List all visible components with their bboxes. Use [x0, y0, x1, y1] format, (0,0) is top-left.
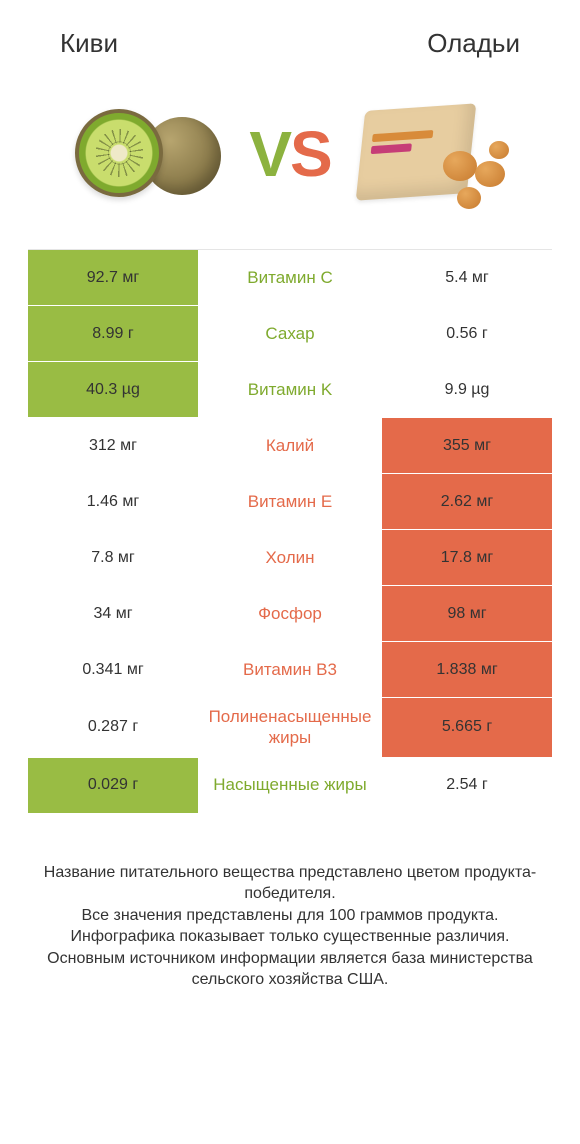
right-value: 0.56 г [382, 306, 552, 361]
nutrient-label: Полиненасыщенные жиры [198, 698, 382, 757]
nutrient-label: Витамин B3 [198, 642, 382, 697]
left-value: 40.3 µg [28, 362, 198, 417]
nutrient-label: Витамин E [198, 474, 382, 529]
vs-v: V [249, 118, 290, 190]
table-row: 7.8 мгХолин17.8 мг [28, 530, 552, 586]
nutrient-label: Витамин K [198, 362, 382, 417]
left-value: 34 мг [28, 586, 198, 641]
footer-line: Все значения представлены для 100 граммо… [26, 905, 554, 927]
nutrient-label: Фосфор [198, 586, 382, 641]
footer-line: Основным источником информации является … [26, 948, 554, 991]
right-product-title: Оладьи [427, 28, 520, 59]
footer-notes: Название питательного вещества представл… [0, 814, 580, 992]
nutrient-label: Холин [198, 530, 382, 585]
nutrient-label: Витамин C [198, 250, 382, 305]
kiwi-image [69, 99, 229, 209]
table-row: 8.99 гСахар0.56 г [28, 306, 552, 362]
table-row: 40.3 µgВитамин K9.9 µg [28, 362, 552, 418]
right-value: 1.838 мг [382, 642, 552, 697]
left-value: 0.287 г [28, 698, 198, 757]
right-value: 17.8 мг [382, 530, 552, 585]
pancake-image [351, 99, 511, 209]
right-value: 5.665 г [382, 698, 552, 757]
table-row: 0.287 гПолиненасыщенные жиры5.665 г [28, 698, 552, 758]
left-value: 312 мг [28, 418, 198, 473]
left-value: 0.029 г [28, 758, 198, 813]
table-row: 0.029 гНасыщенные жиры2.54 г [28, 758, 552, 814]
table-row: 34 мгФосфор98 мг [28, 586, 552, 642]
table-row: 312 мгКалий355 мг [28, 418, 552, 474]
left-value: 1.46 мг [28, 474, 198, 529]
right-value: 98 мг [382, 586, 552, 641]
header: Киви Оладьи [0, 0, 580, 69]
right-value: 2.54 г [382, 758, 552, 813]
right-value: 9.9 µg [382, 362, 552, 417]
hero-section: VS [0, 69, 580, 249]
nutrient-label: Калий [198, 418, 382, 473]
left-value: 92.7 мг [28, 250, 198, 305]
right-value: 355 мг [382, 418, 552, 473]
vs-label: VS [249, 117, 330, 191]
right-value: 5.4 мг [382, 250, 552, 305]
left-value: 8.99 г [28, 306, 198, 361]
left-product-title: Киви [60, 28, 118, 59]
comparison-table: 92.7 мгВитамин C5.4 мг8.99 гСахар0.56 г4… [28, 249, 552, 814]
table-row: 0.341 мгВитамин B31.838 мг [28, 642, 552, 698]
left-value: 7.8 мг [28, 530, 198, 585]
left-value: 0.341 мг [28, 642, 198, 697]
vs-s: S [290, 118, 331, 190]
nutrient-label: Сахар [198, 306, 382, 361]
table-row: 92.7 мгВитамин C5.4 мг [28, 250, 552, 306]
table-row: 1.46 мгВитамин E2.62 мг [28, 474, 552, 530]
right-value: 2.62 мг [382, 474, 552, 529]
nutrient-label: Насыщенные жиры [198, 758, 382, 813]
footer-line: Название питательного вещества представл… [26, 862, 554, 905]
footer-line: Инфографика показывает только существенн… [26, 926, 554, 948]
